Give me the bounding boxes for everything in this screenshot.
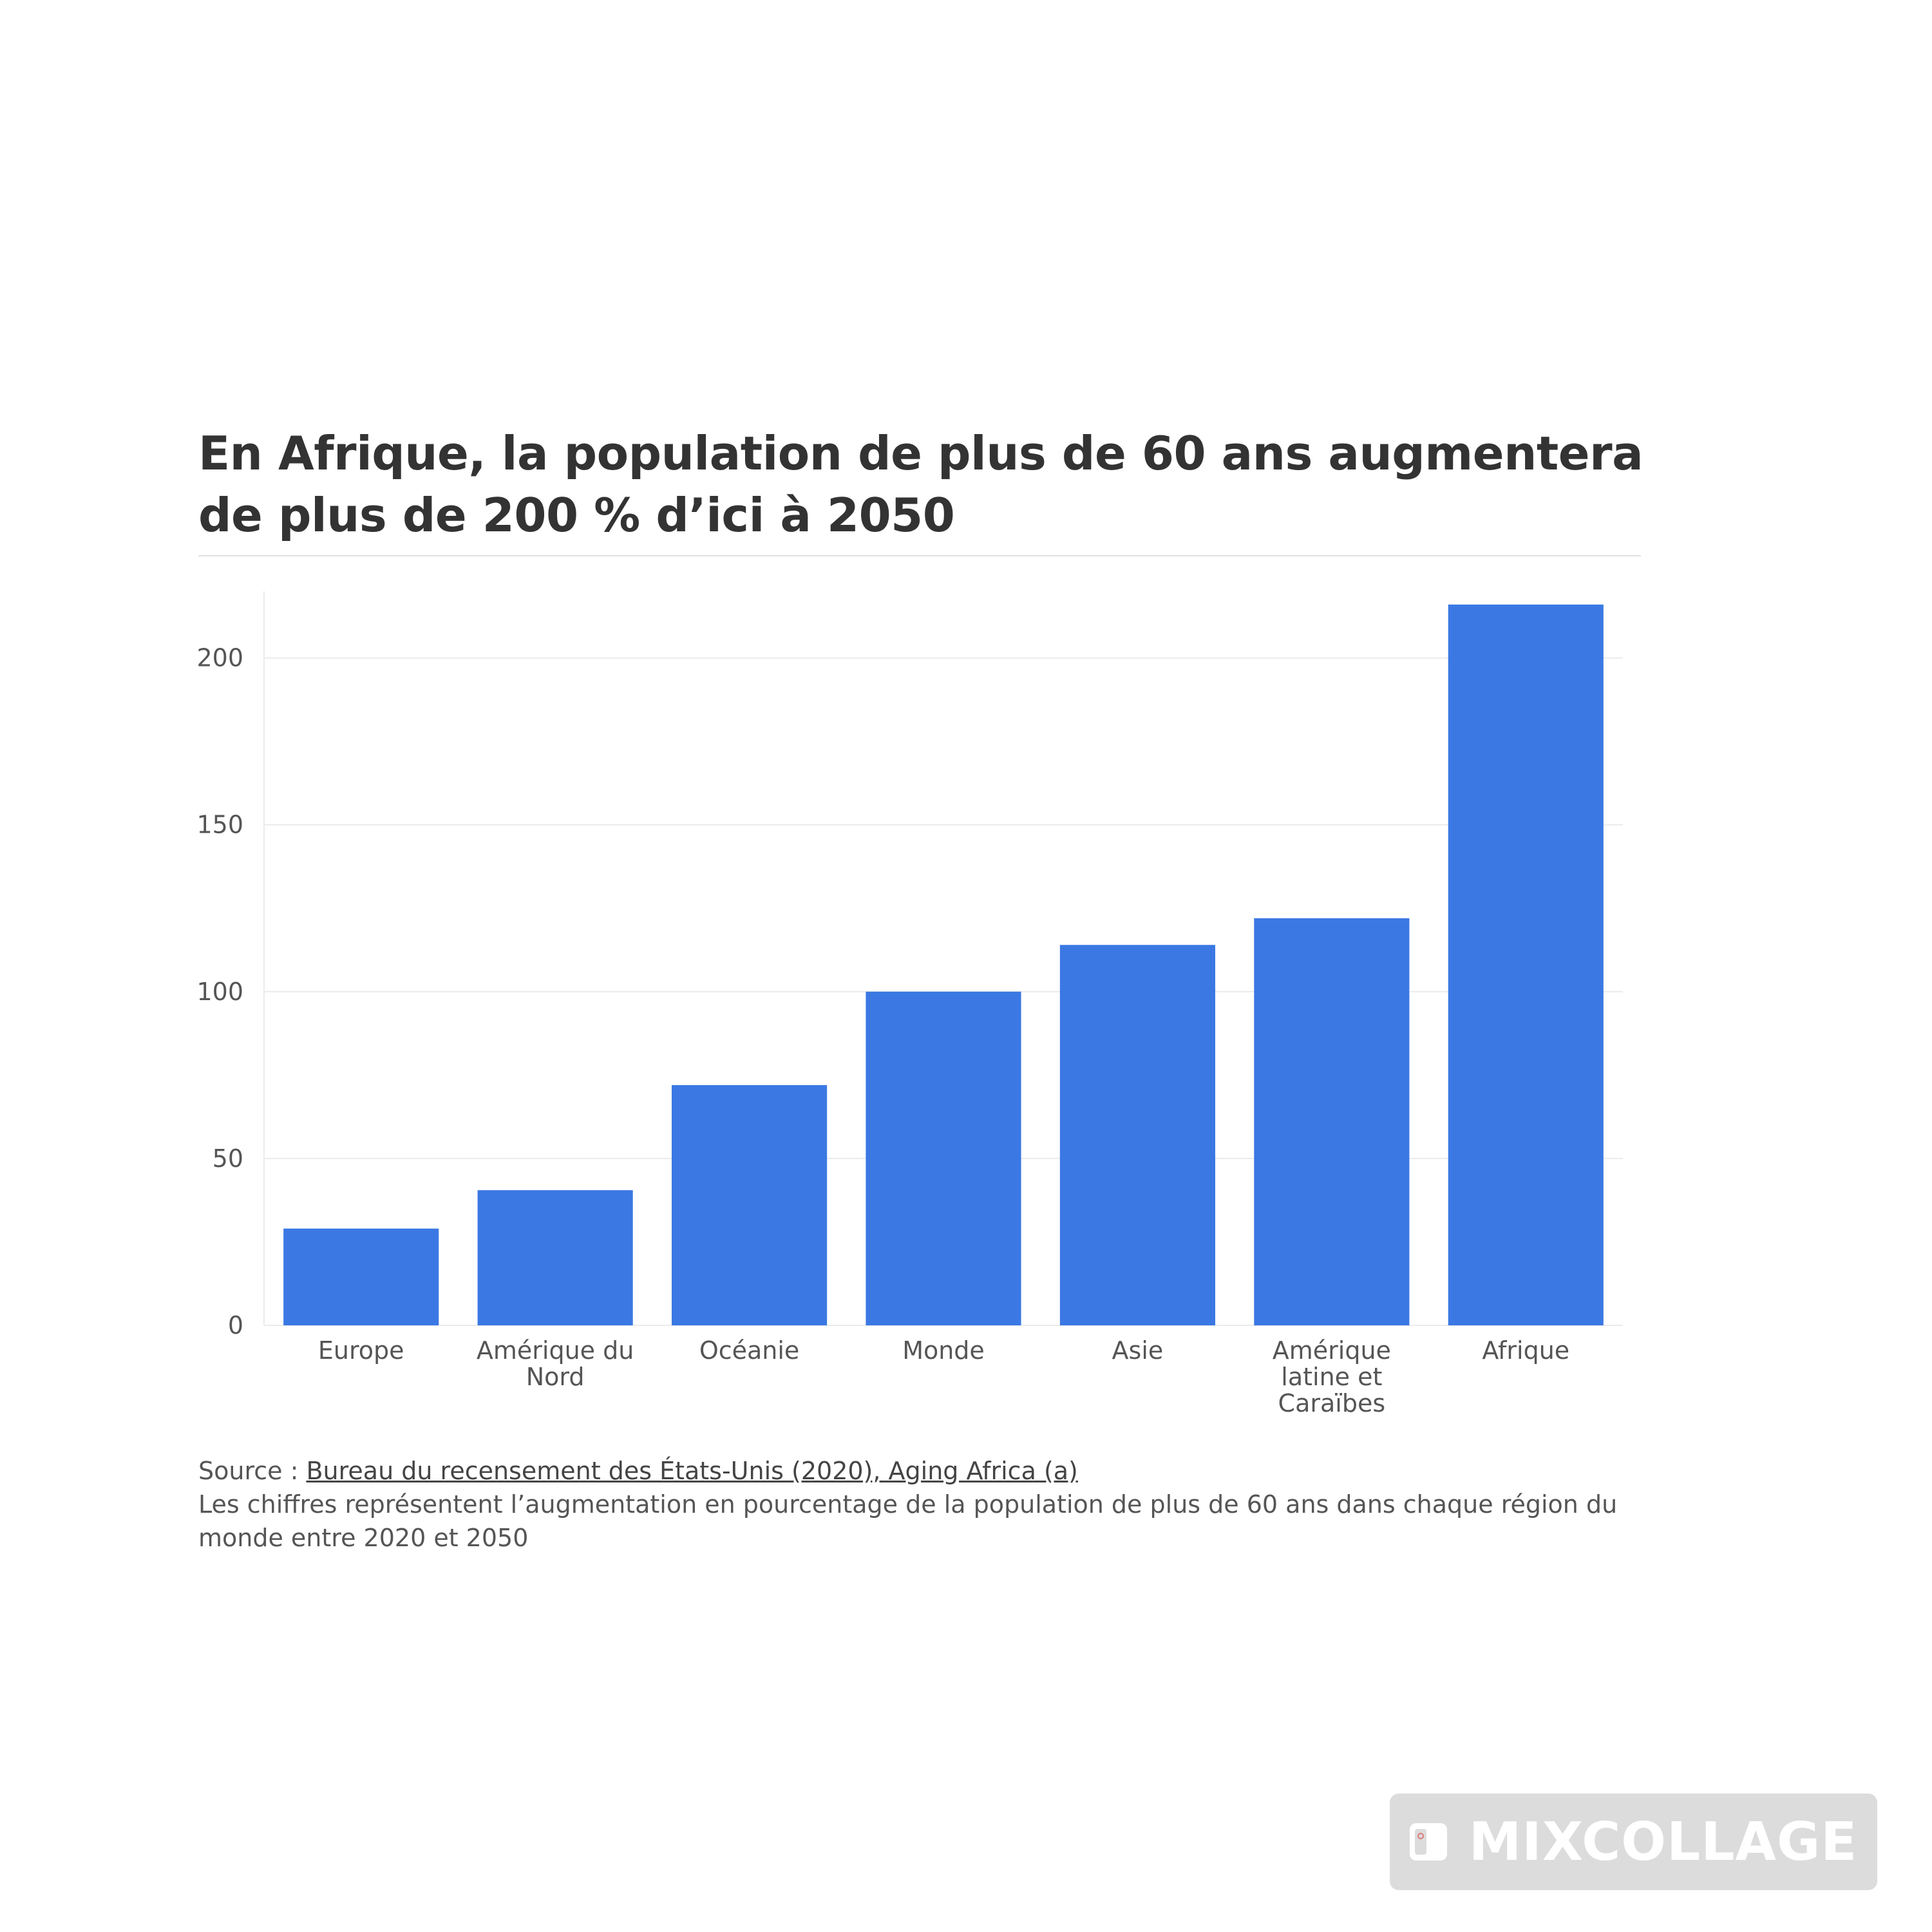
y-tick-label: 150 bbox=[196, 811, 243, 839]
y-tick-label: 200 bbox=[196, 644, 243, 672]
x-tick-label-line: Monde bbox=[902, 1336, 985, 1365]
bar bbox=[1254, 918, 1410, 1325]
source-line: Source : Bureau du recensement des États… bbox=[198, 1454, 1647, 1488]
source-link[interactable]: Bureau du recensement des États-Unis (20… bbox=[306, 1457, 1078, 1485]
chart-title: En Afrique, la population de plus de 60 … bbox=[198, 426, 1643, 542]
y-tick-label: 100 bbox=[196, 978, 243, 1006]
x-tick-label: Océanie bbox=[699, 1336, 800, 1365]
x-tick-label-line: Europe bbox=[318, 1336, 404, 1365]
x-tick-label-line: Amérique bbox=[1273, 1336, 1391, 1365]
x-tick-label-line: Caraïbes bbox=[1278, 1389, 1386, 1417]
x-tick-label: Monde bbox=[902, 1336, 985, 1365]
bar bbox=[1059, 945, 1215, 1325]
bar bbox=[672, 1084, 828, 1325]
y-tick-label: 0 bbox=[228, 1311, 243, 1340]
x-tick-label-line: Amérique du bbox=[477, 1336, 634, 1365]
x-axis-labels: Europe Amérique du Nord Océanie Monde Asie Amé… bbox=[318, 1336, 1569, 1417]
x-tick-label-line: Nord bbox=[526, 1363, 585, 1391]
bar bbox=[477, 1190, 633, 1325]
y-axis-ticks: 0 50 100 150 200 bbox=[196, 644, 243, 1340]
bar bbox=[1448, 604, 1604, 1325]
source-prefix: Source : bbox=[198, 1457, 307, 1485]
mixcollage-logo-icon bbox=[1409, 1823, 1447, 1861]
x-tick-label-line: Asie bbox=[1112, 1336, 1164, 1365]
y-tick-label: 50 bbox=[213, 1144, 243, 1173]
x-tick-label: Amérique latine et Caraïbes bbox=[1273, 1336, 1391, 1417]
bars bbox=[283, 604, 1604, 1325]
watermark: MIXCOLLAGE bbox=[1390, 1794, 1877, 1890]
x-tick-label: Europe bbox=[318, 1336, 404, 1365]
x-tick-label: Afrique bbox=[1482, 1336, 1569, 1365]
chart-notes: Source : Bureau du recensement des États… bbox=[198, 1454, 1647, 1555]
x-tick-label-line: Afrique bbox=[1482, 1336, 1569, 1365]
x-tick-label-line: Océanie bbox=[699, 1336, 800, 1365]
watermark-text: MIXCOLLAGE bbox=[1468, 1811, 1858, 1873]
x-tick-label-line: latine et bbox=[1281, 1363, 1382, 1391]
bar bbox=[283, 1228, 439, 1325]
bar bbox=[866, 991, 1021, 1325]
title-divider bbox=[198, 555, 1641, 556]
x-tick-label: Asie bbox=[1112, 1336, 1164, 1365]
chart-description: Les chiffres représentent l’augmentation… bbox=[198, 1490, 1618, 1552]
x-tick-label: Amérique du Nord bbox=[477, 1336, 634, 1391]
